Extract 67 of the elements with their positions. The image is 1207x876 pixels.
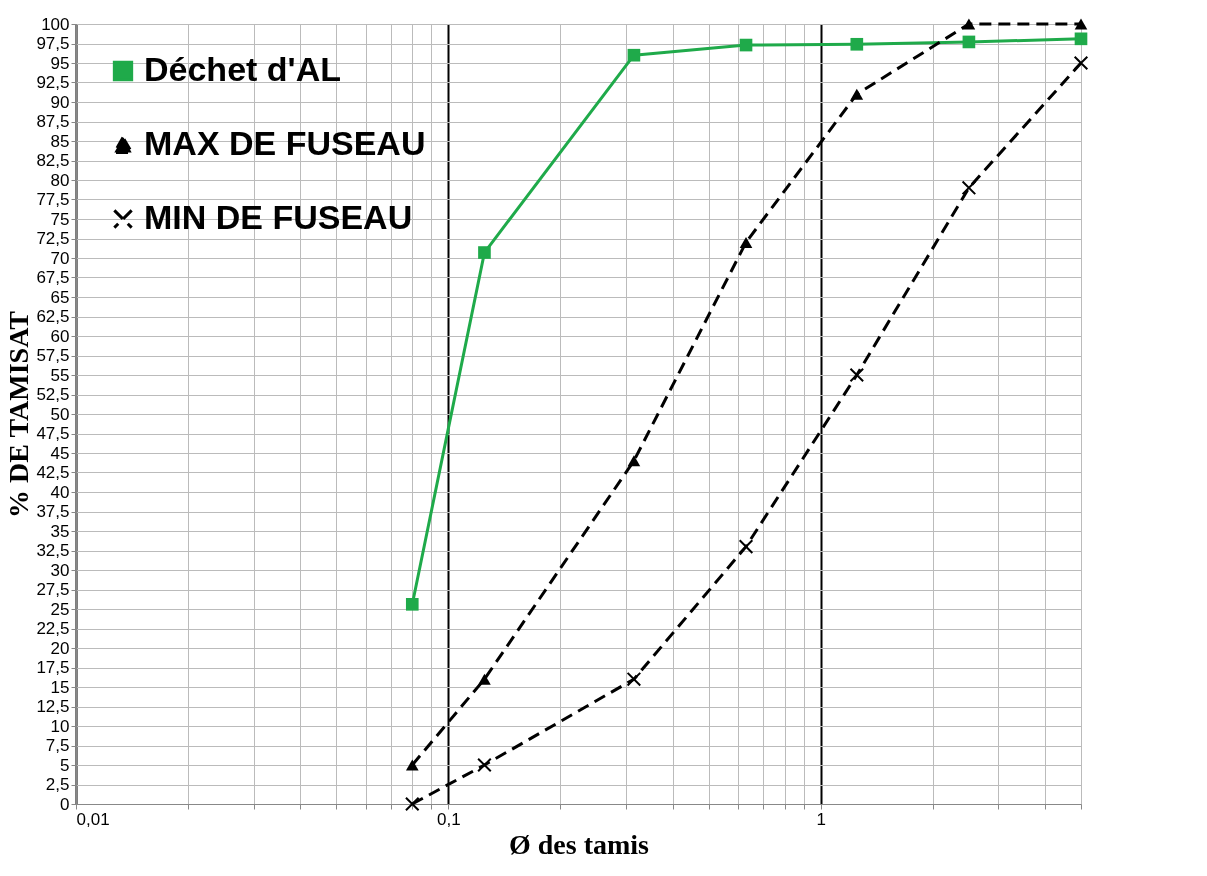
point — [961, 180, 977, 196]
y-tick-label: 60 — [50, 326, 70, 346]
y-tick-label: 55 — [50, 365, 70, 385]
y-tick-label: 100 — [41, 14, 70, 34]
y-tick-label: 85 — [50, 131, 70, 151]
legend-label: MAX DE FUSEAU — [144, 124, 426, 162]
x-tick-label: 1 — [816, 809, 826, 829]
point — [405, 759, 419, 771]
y-tick-label: 45 — [50, 443, 70, 463]
y-tick-label: 67,5 — [36, 268, 70, 287]
y-tick-label: 97,5 — [36, 34, 70, 53]
y-tick-label: 90 — [50, 92, 70, 112]
point — [739, 236, 753, 248]
y-tick-label: 50 — [50, 404, 70, 424]
y-tick-label: 65 — [50, 287, 70, 307]
y-tick-label: 87,5 — [36, 112, 70, 131]
point — [849, 367, 865, 383]
y-tick-label: 2,5 — [45, 775, 70, 794]
y-tick-label: 12,5 — [36, 697, 70, 716]
y-tick-label: 75 — [50, 209, 70, 229]
y-tick-label: 20 — [50, 638, 70, 658]
y-tick-label: 47,5 — [36, 424, 70, 443]
point — [627, 455, 641, 467]
y-tick-label: 35 — [50, 521, 70, 541]
y-tick-label: 82,5 — [36, 151, 70, 170]
y-tick-label: 22,5 — [36, 619, 70, 638]
y-tick-label: 72,5 — [36, 229, 70, 248]
y-tick-label: 17,5 — [36, 658, 70, 677]
y-tick-label: 70 — [50, 248, 70, 268]
point — [962, 18, 976, 30]
legend-label: MIN DE FUSEAU — [144, 198, 413, 236]
y-tick-label: 52,5 — [36, 385, 70, 404]
point — [850, 88, 864, 100]
y-tick-label: 57,5 — [36, 346, 70, 365]
y-axis-title: % DE TAMISAT — [3, 310, 35, 518]
point — [739, 38, 753, 52]
point — [405, 598, 419, 611]
y-tick-label: 62,5 — [36, 307, 70, 326]
y-tick-label: 25 — [50, 599, 70, 619]
point — [738, 539, 754, 554]
point — [627, 48, 641, 62]
point — [626, 671, 642, 687]
y-tick-label: 92,5 — [36, 73, 70, 92]
y-tick-label: 15 — [50, 677, 70, 697]
point — [962, 35, 976, 49]
y-tick-label: 10 — [50, 716, 70, 736]
point — [1074, 18, 1088, 30]
y-tick-label: 0 — [60, 794, 70, 814]
point — [1073, 55, 1089, 71]
point — [404, 796, 420, 812]
y-tick-label: 5 — [60, 755, 70, 775]
y-tick-label: 37,5 — [36, 502, 70, 521]
legend-label: Déchet d'AL — [144, 50, 341, 88]
y-tick-label: 80 — [50, 170, 70, 190]
x-tick-label: 0,1 — [437, 809, 461, 829]
y-tick-label: 95 — [50, 53, 70, 73]
point — [1074, 32, 1088, 46]
y-tick-label: 27,5 — [36, 580, 70, 599]
y-tick-label: 40 — [50, 482, 70, 502]
x-tick-label: 0,01 — [76, 809, 110, 829]
point — [850, 37, 864, 51]
y-tick-label: 30 — [50, 560, 70, 580]
y-tick-label: 42,5 — [36, 463, 70, 482]
x-axis-title: Ø des tamis — [509, 828, 650, 860]
y-tick-label: 32,5 — [36, 541, 70, 560]
y-tick-label: 7,5 — [45, 736, 70, 755]
y-tick-label: 77,5 — [36, 190, 70, 209]
